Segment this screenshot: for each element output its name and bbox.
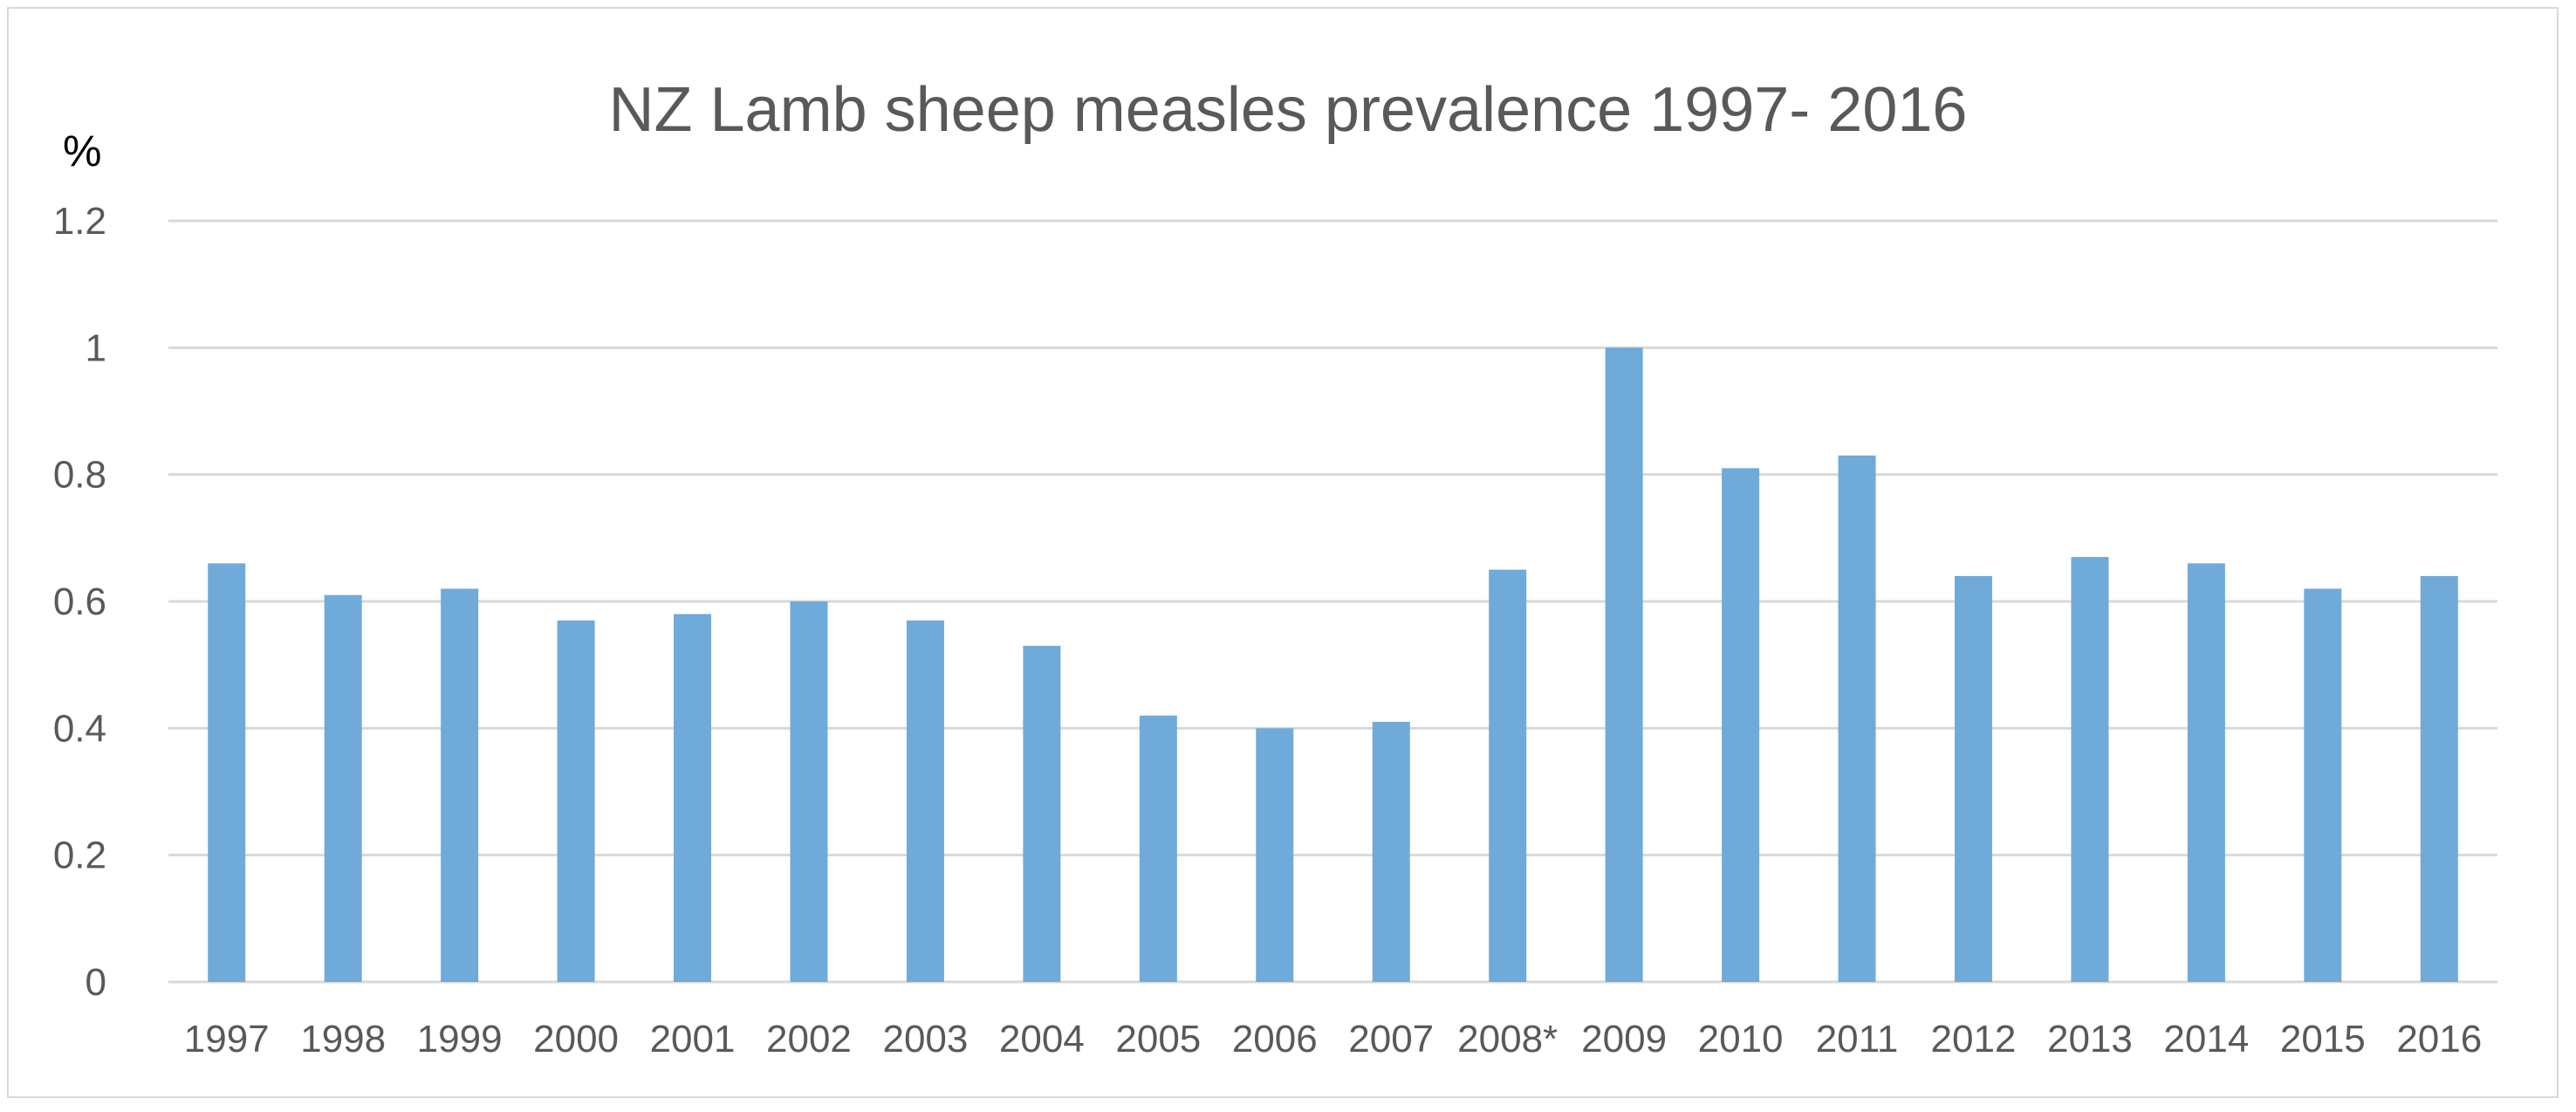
bar-1997	[208, 563, 246, 982]
x-tick-label: 1998	[300, 1018, 386, 1061]
x-tick-label: 2015	[2280, 1018, 2366, 1061]
bars	[208, 347, 2458, 982]
bar-2016	[2420, 575, 2458, 982]
x-tick-label: 2013	[2047, 1018, 2133, 1061]
x-tick-label: 2002	[766, 1018, 852, 1061]
bar-2013	[2071, 557, 2109, 982]
chart-title: NZ Lamb sheep measles prevalence 1997- 2…	[609, 75, 1968, 145]
bar-2009	[1605, 347, 1643, 982]
x-tick-label: 2003	[882, 1018, 968, 1061]
bar-2008	[1489, 569, 1527, 982]
y-tick-label: 0.6	[53, 580, 106, 623]
x-tick-label: 2000	[533, 1018, 619, 1061]
x-tick-label: 2011	[1816, 1018, 1899, 1061]
x-tick-label: 1997	[184, 1018, 270, 1061]
bar-1999	[441, 588, 479, 982]
y-tick-label: 1.2	[53, 200, 106, 243]
x-axis-tick-labels: 1997 1998 1999 2000 2001 2002 2003 2004 2005 2006…	[184, 1018, 2482, 1061]
y-tick-label: 0	[86, 961, 106, 1004]
gridlines	[168, 219, 2497, 984]
x-tick-label: 2009	[1581, 1018, 1667, 1061]
y-tick-label: 1	[86, 326, 106, 369]
bar-2005	[1139, 715, 1177, 982]
y-tick-label: 0.2	[53, 834, 106, 877]
y-tick-label: 0.8	[53, 454, 106, 497]
bar-2007	[1372, 722, 1410, 982]
bar-2014	[2187, 563, 2225, 982]
bar-1998	[324, 594, 362, 982]
x-tick-label: 2005	[1115, 1018, 1201, 1061]
bar-2003	[906, 620, 944, 982]
bar-2012	[1954, 575, 1992, 982]
x-tick-label: 2006	[1232, 1018, 1318, 1061]
bar-2011	[1838, 455, 1876, 982]
x-tick-label: 1999	[417, 1018, 503, 1061]
bar-2010	[1722, 468, 1760, 982]
bar-2000	[557, 620, 595, 982]
x-tick-label: 2012	[1931, 1018, 2017, 1061]
x-tick-label: 2008*	[1457, 1018, 1558, 1061]
y-axis-tick-labels: 0 0.2 0.4 0.6 0.8 1 1.2	[53, 200, 106, 1004]
bar-2001	[674, 614, 712, 982]
x-tick-label: 2007	[1348, 1018, 1434, 1061]
y-tick-label: 0.4	[53, 707, 106, 750]
x-tick-label: 2010	[1698, 1018, 1784, 1061]
bar-2004	[1023, 645, 1061, 982]
bar-2002	[790, 601, 828, 982]
bar-2015	[2304, 588, 2342, 982]
y-axis-unit-label: %	[63, 127, 101, 175]
bar-2006	[1256, 728, 1294, 982]
x-tick-label: 2001	[650, 1018, 736, 1061]
x-tick-label: 2014	[2163, 1018, 2249, 1061]
x-tick-label: 2004	[999, 1018, 1085, 1061]
x-tick-label: 2016	[2396, 1018, 2482, 1061]
